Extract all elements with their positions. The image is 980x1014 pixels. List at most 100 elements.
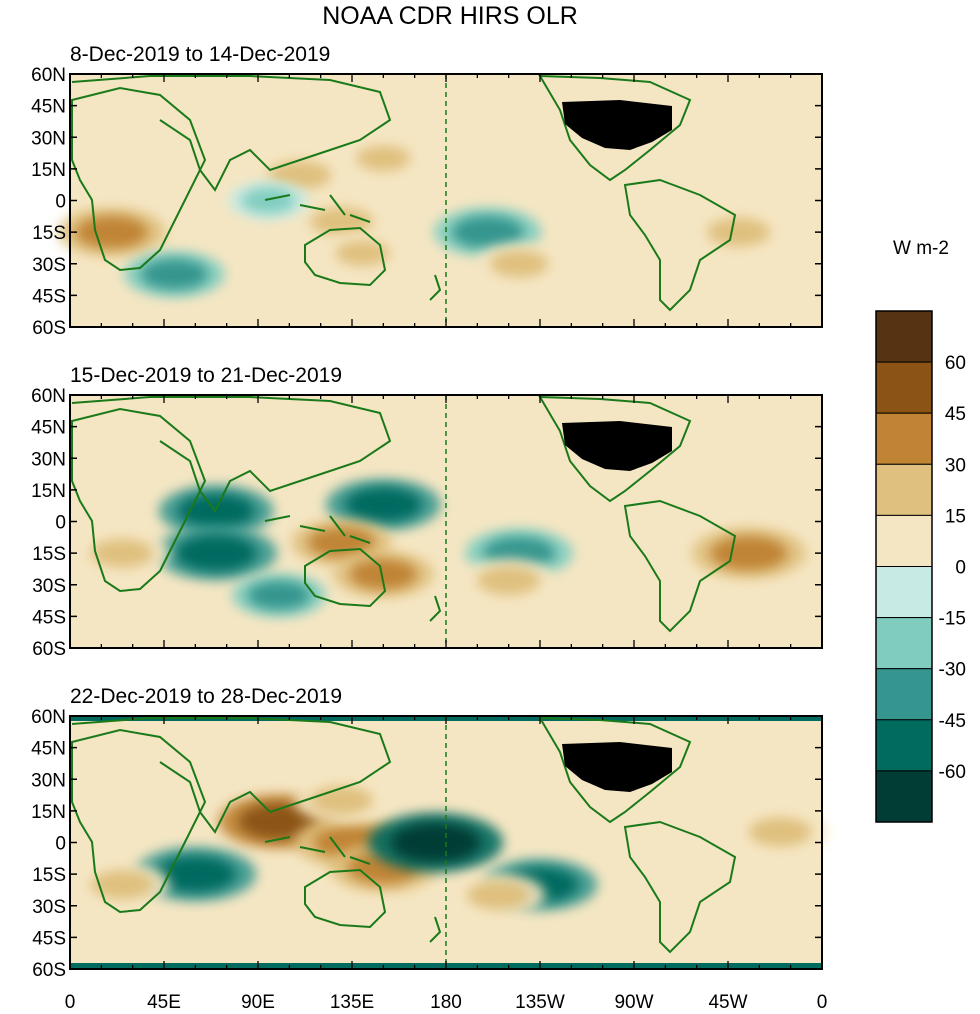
x-tick-label: 45E [147, 992, 181, 1013]
y-tick-label: 30S [32, 576, 66, 597]
anomaly-core [356, 145, 411, 171]
x-tick-label: 135E [330, 992, 374, 1013]
x-tick-label: 90E [241, 992, 275, 1013]
y-tick-label: 45N [31, 418, 66, 439]
colorbar-swatch [875, 310, 933, 363]
y-tick-label: 15N [31, 802, 66, 823]
usa-fill [562, 742, 672, 792]
maritime-islands [264, 194, 371, 223]
anomaly-core [177, 493, 255, 529]
eurasia-outline [71, 396, 392, 513]
colorbar-swatch [875, 770, 933, 823]
y-tick-label: 45N [31, 97, 66, 118]
new-zealand [429, 595, 442, 622]
y-tick-label: 30N [31, 449, 66, 470]
y-tick-label: 45N [31, 739, 66, 760]
colorbar-swatch [875, 463, 933, 516]
anomaly-core [748, 817, 812, 847]
y-tick-label: 45S [32, 607, 66, 628]
anomaly-core [238, 803, 320, 840]
colorbar-tick-label: 30 [945, 455, 966, 476]
australia-outline [304, 547, 387, 608]
anomaly-core [477, 566, 541, 595]
new-zealand [429, 916, 442, 943]
anomaly-core [349, 558, 418, 590]
usa-fill [562, 421, 672, 471]
panel-1 [57, 73, 823, 328]
colorbar-swatch [875, 514, 933, 568]
y-tick-label: 0 [55, 834, 66, 855]
eurasia-outline [71, 717, 392, 834]
south-america-outline [623, 178, 737, 312]
panel-3 [69, 715, 828, 970]
colorbar-tick-label: -30 [939, 660, 966, 681]
anomaly-core [307, 527, 376, 558]
colorbar-swatch [875, 412, 933, 465]
anomaly-core [310, 785, 374, 815]
anomaly-core [90, 538, 154, 568]
anomaly-core [154, 856, 236, 893]
north-america-outline [538, 716, 692, 824]
colorbar-swatch [875, 566, 933, 619]
anomaly-core [247, 580, 311, 610]
y-tick-label: 0 [55, 513, 66, 534]
x-tick-label: 180 [430, 992, 462, 1013]
y-tick-label: 30S [32, 255, 66, 276]
y-tick-label: 15S [32, 223, 66, 244]
maritime-islands [264, 836, 371, 865]
y-tick-label: 60N [31, 707, 66, 728]
y-tick-label: 45S [32, 286, 66, 307]
y-tick-label: 60N [31, 386, 66, 407]
colorbar-tick-label: 15 [945, 506, 966, 527]
anomaly-core [75, 215, 148, 249]
panel-1-anomalies [57, 139, 786, 298]
colorbar-swatch [875, 668, 933, 721]
panel-3-anomalies [74, 778, 828, 917]
panel-3-title: 22-Dec-2019 to 28-Dec-2019 [70, 685, 342, 708]
north-america-outline [538, 74, 692, 182]
colorbar-tick-label: -45 [939, 711, 966, 732]
y-tick-label: 60N [31, 65, 66, 86]
y-tick-label: 15S [32, 544, 66, 565]
colorbar-tick-label: -60 [939, 762, 966, 783]
x-tick-label: 0 [817, 992, 828, 1013]
anomaly-core [706, 217, 770, 247]
anomaly-core [241, 187, 296, 214]
maritime-islands [264, 515, 371, 544]
colorbar-swatch [875, 719, 933, 772]
panel-1-coastlines [71, 74, 737, 312]
x-tick-label: 90W [614, 992, 653, 1013]
colorbar-outline [875, 310, 933, 823]
y-tick-label: 15N [31, 160, 66, 181]
south-america-outline [623, 499, 737, 633]
anomaly-core [489, 250, 549, 278]
x-tick-label: 45W [708, 992, 747, 1013]
colorbar-tick-label: 60 [945, 353, 966, 374]
anomaly-core [175, 535, 257, 572]
colorbar-tick-label: 0 [955, 558, 966, 579]
y-tick-label: 30N [31, 770, 66, 791]
anomaly-core [390, 822, 481, 863]
colorbar-units: W m-2 [893, 238, 949, 259]
panel-2 [69, 394, 823, 649]
anomaly-core [140, 258, 209, 290]
x-tick-label: 0 [65, 992, 76, 1013]
colorbar-swatch [875, 617, 933, 670]
anomaly-core [90, 870, 154, 900]
africa-outline [71, 407, 207, 593]
figure-title: NOAA CDR HIRS OLR [322, 2, 578, 30]
anomaly-core [345, 487, 422, 522]
anomaly-core [268, 160, 332, 190]
axes: 60N 45N 30N 15N 0 15S 30S 45S 60S 60N 45N 30N 15N 0 15… [31, 65, 827, 1013]
y-tick-label: 60S [32, 960, 66, 981]
colorbar-swatch [875, 361, 933, 414]
y-tick-label: 60S [32, 639, 66, 660]
y-tick-label: 45S [32, 928, 66, 949]
y-tick-label: 30S [32, 897, 66, 918]
north-america-outline [538, 395, 692, 503]
panel-2-coastlines [71, 395, 737, 633]
colorbar: 60 45 30 15 0 -15 -30 -45 -60 [875, 310, 966, 823]
anomaly-core [466, 880, 530, 910]
anomaly-core [451, 215, 524, 249]
